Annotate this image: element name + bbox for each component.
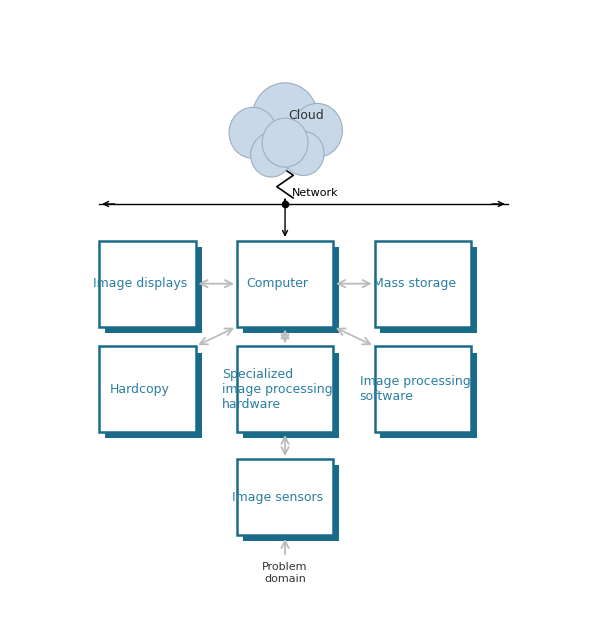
Bar bbox=[99, 241, 195, 327]
Text: Computer: Computer bbox=[246, 277, 308, 290]
Text: Hardcopy: Hardcopy bbox=[110, 383, 170, 396]
Circle shape bbox=[283, 131, 324, 176]
Text: Cloud: Cloud bbox=[288, 109, 324, 122]
Bar bbox=[105, 247, 201, 333]
Text: Network: Network bbox=[292, 188, 339, 198]
Bar bbox=[243, 247, 339, 333]
Text: Image displays: Image displays bbox=[92, 277, 187, 290]
Text: Specialized
image processing
hardware: Specialized image processing hardware bbox=[222, 368, 333, 411]
Bar bbox=[237, 459, 333, 535]
Bar bbox=[381, 353, 477, 438]
Bar bbox=[243, 466, 339, 541]
Bar bbox=[375, 241, 471, 327]
Text: Mass storage: Mass storage bbox=[374, 277, 456, 290]
Bar bbox=[237, 347, 333, 432]
Text: Problem
domain: Problem domain bbox=[262, 562, 308, 583]
Bar bbox=[243, 353, 339, 438]
Bar bbox=[237, 241, 333, 327]
Bar bbox=[381, 247, 477, 333]
Circle shape bbox=[229, 108, 277, 159]
Text: Image processing
software: Image processing software bbox=[359, 375, 471, 403]
Circle shape bbox=[292, 103, 342, 157]
Circle shape bbox=[250, 133, 292, 177]
Circle shape bbox=[252, 83, 318, 154]
Bar bbox=[99, 347, 195, 432]
Text: Image sensors: Image sensors bbox=[232, 490, 323, 503]
Bar bbox=[375, 347, 471, 432]
Circle shape bbox=[262, 118, 308, 167]
Bar bbox=[105, 353, 201, 438]
